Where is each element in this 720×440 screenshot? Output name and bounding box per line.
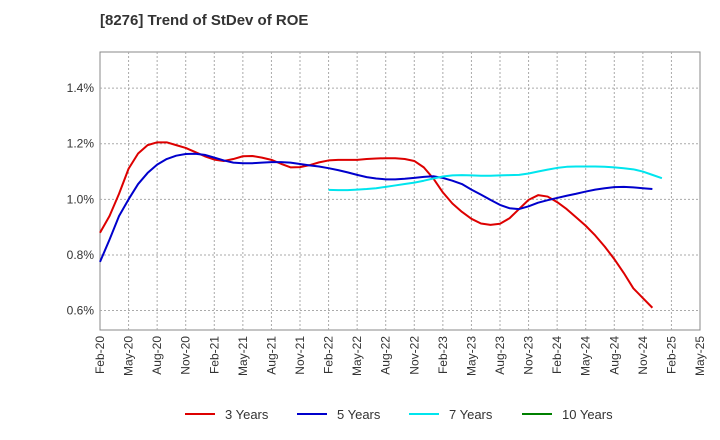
x-tick-label: Feb-25 bbox=[664, 336, 678, 374]
x-tick-label: Feb-23 bbox=[436, 336, 450, 374]
legend-label: 5 Years bbox=[337, 407, 381, 422]
x-tick-label: Nov-20 bbox=[179, 336, 193, 375]
x-tick-label: Feb-22 bbox=[322, 336, 336, 374]
legend-label: 3 Years bbox=[225, 407, 269, 422]
x-tick-label: May-20 bbox=[122, 336, 136, 376]
grid-lines bbox=[100, 52, 700, 330]
legend-label: 10 Years bbox=[562, 407, 613, 422]
x-tick-label: May-25 bbox=[693, 336, 707, 376]
x-tick-label: Nov-23 bbox=[522, 336, 536, 375]
y-tick-label: 0.6% bbox=[67, 304, 95, 318]
series-line-5-years bbox=[99, 152, 653, 263]
x-tick-label: Aug-24 bbox=[607, 336, 621, 375]
x-tick-label: Aug-20 bbox=[150, 336, 164, 375]
x-tick-label: Feb-24 bbox=[550, 336, 564, 374]
x-axis-ticks: Feb-20 May-20 Aug-20 Nov-20 Feb-21 May-21 Aug-… bbox=[93, 336, 707, 376]
x-tick-label: May-21 bbox=[236, 336, 250, 376]
x-tick-label: Nov-24 bbox=[636, 336, 650, 375]
x-tick-label: Nov-22 bbox=[407, 336, 421, 375]
y-tick-label: 1.4% bbox=[67, 81, 95, 95]
x-tick-label: Feb-21 bbox=[207, 336, 221, 374]
x-tick-label: Nov-21 bbox=[293, 336, 307, 375]
x-tick-label: May-24 bbox=[579, 336, 593, 376]
plot-area bbox=[99, 51, 701, 331]
x-tick-label: Aug-23 bbox=[493, 336, 507, 375]
x-tick-label: May-22 bbox=[350, 336, 364, 376]
series-line-3-years bbox=[99, 141, 654, 309]
y-axis-ticks: 0.6% 0.8% 1.0% 1.2% 1.4% bbox=[67, 81, 95, 317]
legend: 3 Years 5 Years 7 Years 10 Years bbox=[185, 407, 613, 422]
series-line-7-years bbox=[328, 165, 663, 192]
x-tick-label: Feb-20 bbox=[93, 336, 107, 374]
x-tick-label: Aug-21 bbox=[264, 336, 278, 375]
legend-label: 7 Years bbox=[449, 407, 493, 422]
y-tick-label: 0.8% bbox=[67, 248, 95, 262]
series-lines bbox=[99, 141, 663, 309]
chart-title: [8276] Trend of StDev of ROE bbox=[100, 12, 308, 29]
x-tick-label: Aug-22 bbox=[379, 336, 393, 375]
x-tick-label: May-23 bbox=[464, 336, 478, 376]
y-tick-label: 1.0% bbox=[67, 192, 95, 206]
y-tick-label: 1.2% bbox=[67, 137, 95, 151]
